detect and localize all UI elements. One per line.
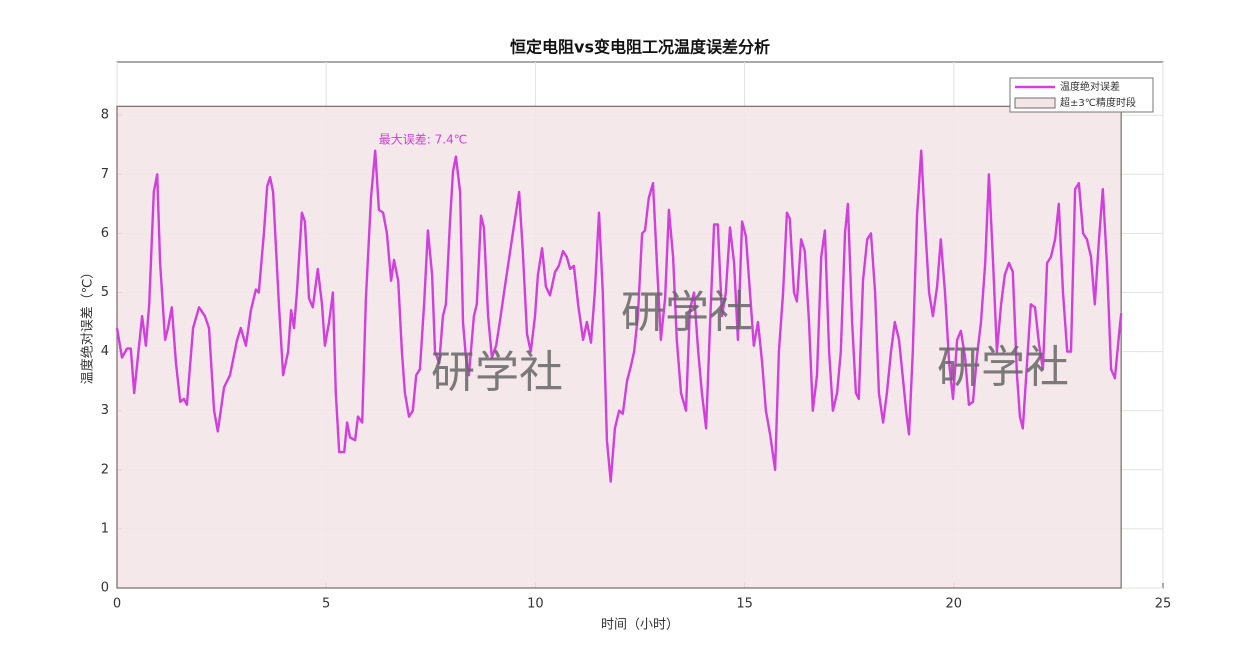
y-tick-label: 8	[101, 108, 109, 123]
watermark: 研学社	[431, 347, 563, 398]
highlight-span	[116, 105, 1122, 589]
x-tick-label: 15	[736, 597, 753, 612]
watermark: 研学社	[621, 287, 753, 338]
y-tick-label: 7	[101, 167, 109, 182]
chart-title: 恒定电阻vs变电阻工况温度误差分析	[510, 38, 770, 57]
data-line	[115, 149, 1123, 483]
x-tick-label: 25	[1155, 597, 1172, 612]
y-tick-label: 6	[101, 226, 109, 241]
legend-label: 温度绝对误差	[1060, 80, 1120, 93]
x-axis-label: 时间（小时）	[601, 618, 679, 633]
y-tick-label: 5	[101, 285, 109, 300]
y-tick-label: 4	[101, 344, 109, 359]
y-tick-label: 2	[101, 462, 109, 477]
y-tick-label: 1	[101, 521, 109, 536]
x-tick-label: 10	[527, 597, 544, 612]
legend-swatch	[1014, 97, 1056, 109]
plot-layer: 0 5 10 15 20 25 0 1 2 3 4 5 6 7 8	[101, 62, 1172, 612]
annotation: 最大误差: 7.4℃	[379, 133, 467, 147]
legend-label: 超±3℃精度时段	[1060, 96, 1136, 109]
y-axis-label: 温度绝对误差（℃）	[80, 266, 96, 385]
y-tick-label: 0	[101, 581, 109, 596]
x-tick-label: 5	[322, 597, 330, 612]
watermark: 研学社	[937, 342, 1069, 393]
x-tick-label: 0	[113, 597, 121, 612]
y-tick-label: 3	[101, 403, 109, 418]
x-tick-label: 20	[946, 597, 963, 612]
